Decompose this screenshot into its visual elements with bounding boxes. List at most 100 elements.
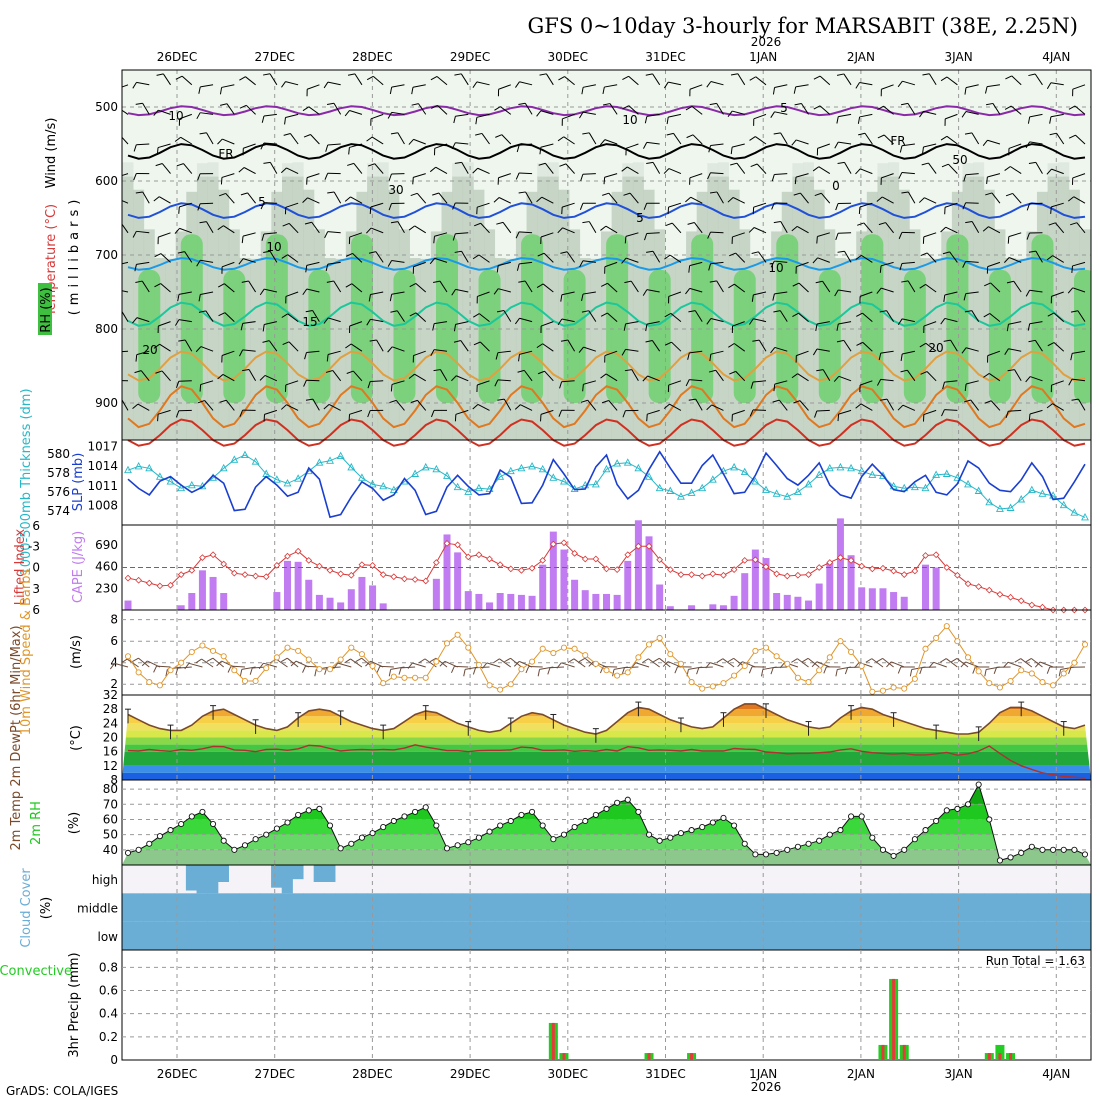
thickness-tick-label: 580 bbox=[47, 447, 70, 461]
wind10-barb bbox=[561, 662, 575, 668]
wind-barb bbox=[262, 340, 270, 343]
lifted-index-point bbox=[252, 572, 259, 580]
cloud-low-bar bbox=[835, 921, 847, 950]
wind-barb bbox=[261, 115, 265, 123]
wind-barb bbox=[1029, 141, 1043, 145]
wind-barb bbox=[434, 321, 448, 325]
lifted-index-point bbox=[571, 549, 578, 557]
wind-barb bbox=[567, 339, 576, 352]
wind-barb bbox=[843, 73, 852, 86]
wind-barb bbox=[306, 350, 320, 353]
rh-point bbox=[348, 840, 355, 847]
cloud-middle-bar bbox=[867, 893, 879, 922]
cape-bar bbox=[730, 595, 738, 610]
wind-barb bbox=[540, 143, 554, 148]
wind-barb bbox=[1046, 82, 1052, 90]
cloud-middle-bar bbox=[909, 893, 922, 922]
wind-barb bbox=[496, 265, 499, 273]
precip-ylabel-right: 3hr Precip (mm) bbox=[67, 952, 82, 1057]
wind-barb bbox=[1008, 257, 1022, 263]
wind10-point bbox=[794, 674, 801, 681]
wind-barb bbox=[436, 76, 448, 86]
wind-barb bbox=[753, 380, 767, 383]
wind-barb bbox=[625, 232, 639, 237]
cape-bar bbox=[369, 585, 377, 610]
wind-barb bbox=[135, 354, 138, 362]
wind-barb bbox=[243, 258, 256, 263]
wind-barb bbox=[411, 87, 414, 95]
cape-bar bbox=[517, 594, 525, 610]
wind-barb bbox=[198, 86, 201, 94]
wind10-barb bbox=[933, 661, 947, 668]
wind-barb bbox=[749, 409, 754, 417]
wind-barb bbox=[281, 81, 286, 88]
wind-barb bbox=[919, 342, 927, 348]
wind-barb bbox=[1012, 193, 1022, 204]
cloud-middle-bar bbox=[718, 893, 730, 922]
pressure-tick-label: 600 bbox=[95, 174, 118, 188]
wind-barb bbox=[351, 283, 363, 293]
rh-moist-plume bbox=[521, 234, 544, 403]
wind-barb bbox=[666, 132, 674, 136]
wind-barb bbox=[281, 313, 288, 318]
wind-barb bbox=[833, 375, 840, 382]
wind10-barb bbox=[439, 660, 446, 667]
wind-barb bbox=[415, 312, 427, 322]
wind-barb bbox=[629, 192, 639, 204]
wind-barb bbox=[859, 113, 873, 118]
wind-barb bbox=[709, 354, 712, 362]
wind-barb bbox=[434, 143, 448, 149]
wind-barb bbox=[498, 197, 512, 204]
wind10-barb bbox=[121, 658, 128, 664]
thickness-tick-label: 574 bbox=[47, 504, 70, 518]
cloud-low-bar bbox=[547, 921, 560, 950]
wind-barb bbox=[178, 339, 186, 342]
wind10-barb bbox=[748, 666, 753, 674]
wind-barb bbox=[753, 227, 767, 234]
wind-barb bbox=[608, 192, 618, 204]
wind-barb bbox=[350, 343, 363, 352]
rh-shade-column bbox=[547, 162, 559, 440]
wind-barb bbox=[671, 341, 682, 352]
wind-barb bbox=[1029, 321, 1043, 325]
wind10-barb bbox=[109, 663, 115, 670]
wind10-barb bbox=[184, 663, 190, 670]
wind-barb bbox=[221, 350, 235, 356]
wind10-point bbox=[210, 647, 217, 654]
wind-barb bbox=[112, 380, 115, 386]
lifted-index-point bbox=[996, 591, 1004, 598]
cloud-high-bar bbox=[271, 865, 283, 888]
lifted-index-point bbox=[815, 564, 823, 571]
thickness-point bbox=[932, 470, 941, 478]
wind-tick-label: 2 bbox=[110, 677, 118, 691]
lifted-index-point bbox=[581, 555, 589, 563]
thickness-point bbox=[1081, 512, 1089, 521]
wind-barb bbox=[136, 261, 150, 265]
wind-barb bbox=[519, 261, 533, 265]
wind-barb bbox=[240, 323, 244, 331]
rh-point bbox=[210, 820, 217, 828]
top-x-tick-label: 31DEC bbox=[645, 50, 685, 64]
wind-barb bbox=[982, 226, 989, 232]
wind-barb bbox=[962, 261, 967, 268]
wind-barb bbox=[902, 80, 916, 86]
wind-barb bbox=[877, 134, 885, 139]
rh-point bbox=[1081, 851, 1089, 858]
wind-barb bbox=[817, 232, 830, 238]
wind-barb bbox=[122, 136, 129, 145]
wind-barb bbox=[880, 350, 894, 354]
wind-barb bbox=[134, 370, 142, 374]
wind-barb bbox=[239, 104, 247, 109]
rh-moist-plume bbox=[563, 269, 586, 403]
wind-barb bbox=[687, 352, 690, 360]
temp-color-band bbox=[122, 709, 1091, 717]
cape-bar bbox=[624, 560, 632, 610]
lifted-index-point bbox=[177, 571, 185, 578]
wind-barb bbox=[732, 321, 745, 327]
wind-barb bbox=[897, 318, 903, 325]
wind-barb bbox=[942, 382, 945, 390]
wind-barb bbox=[801, 103, 809, 115]
wind-barb bbox=[245, 76, 256, 86]
wind-barb bbox=[859, 81, 873, 86]
